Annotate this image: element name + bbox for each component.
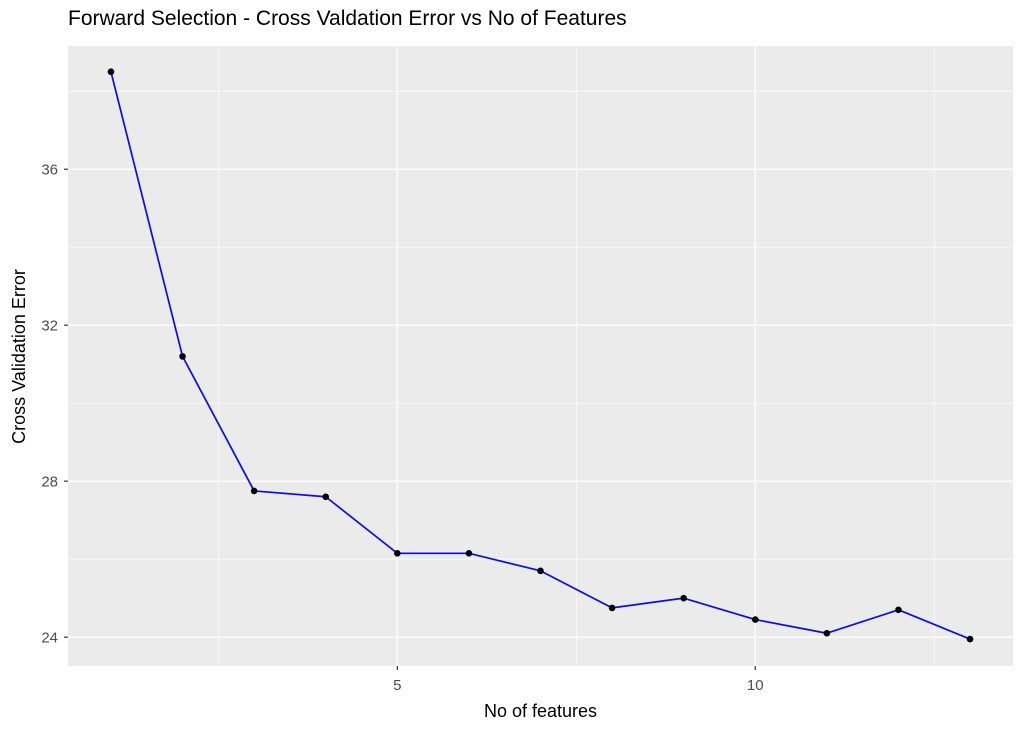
x-tick-label: 10	[747, 677, 764, 694]
data-point	[107, 68, 115, 76]
plot-panel	[68, 46, 1013, 666]
y-tick-label: 32	[41, 318, 58, 335]
data-point	[179, 353, 186, 360]
chart-title: Forward Selection - Cross Valdation Erro…	[68, 7, 627, 30]
data-point	[966, 635, 974, 643]
data-point	[895, 606, 902, 614]
y-axis-label: Cross Validation Error	[8, 268, 29, 444]
data-point	[751, 616, 759, 623]
x-axis-label: No of features	[483, 701, 598, 721]
y-tick-label: 36	[41, 162, 58, 179]
data-point	[394, 550, 401, 557]
data-point	[250, 487, 258, 495]
data-point	[537, 567, 544, 575]
y-tick-label: 24	[41, 630, 58, 647]
x-tick-label: 5	[393, 677, 401, 694]
data-point	[608, 604, 616, 612]
y-tick-label: 28	[41, 474, 58, 491]
data-point	[465, 550, 473, 557]
y-axis-label-container: Cross Validation Error	[6, 46, 32, 666]
data-point	[680, 594, 687, 602]
data-point	[823, 629, 831, 637]
data-point	[322, 493, 330, 501]
